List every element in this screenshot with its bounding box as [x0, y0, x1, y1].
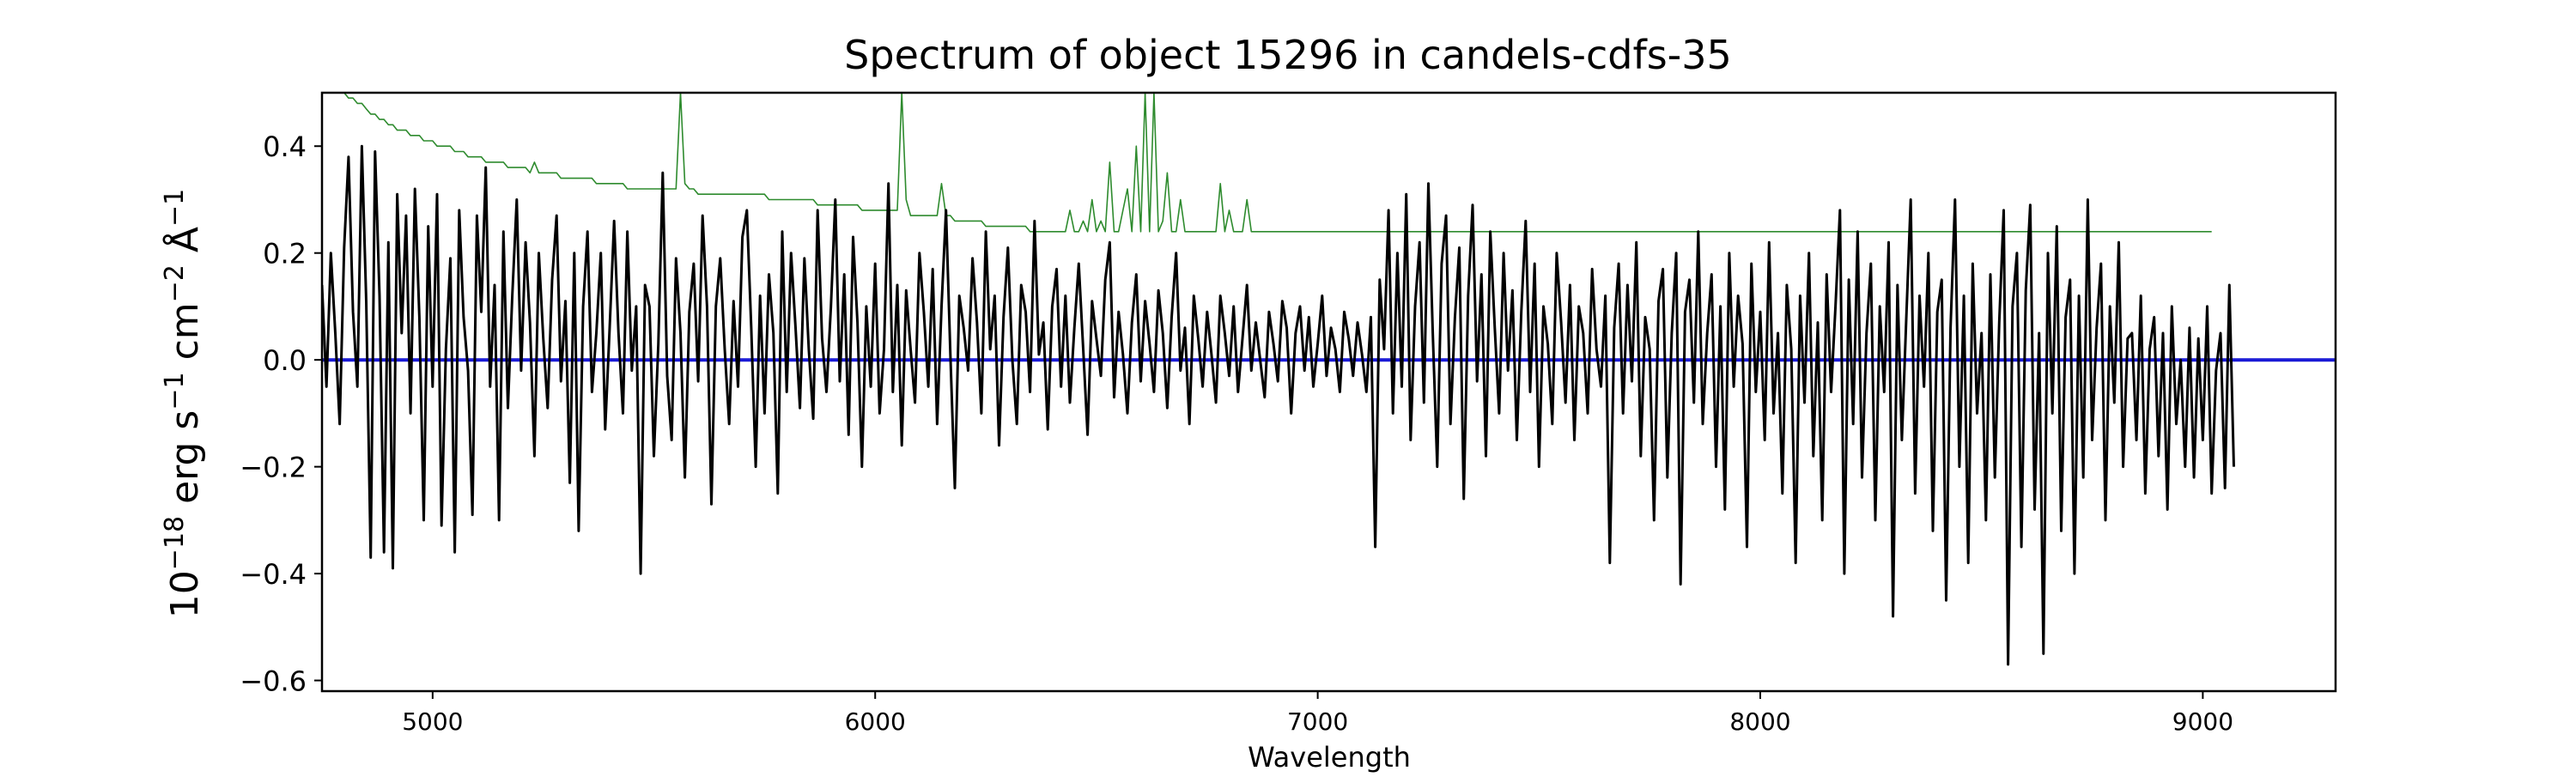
chart-title: Spectrum of object 15296 in candels-cdfs…	[844, 32, 1732, 78]
y-axis-label: 10−18 erg s−1 cm−2 Å−1	[160, 189, 208, 618]
x-tick-label: 6000	[845, 707, 906, 736]
axis-ticks: 5000 6000 7000 8000 9000 0.4 0.2 0.0 −0.2 −0.4 −0.…	[240, 131, 2233, 736]
ylabel-base: 10	[163, 570, 207, 618]
y-tick-label: 0.0	[263, 344, 307, 377]
y-tick-label: 0.4	[263, 131, 307, 163]
ylabel-exp1: −18	[160, 516, 190, 570]
y-tick-label: 0.2	[263, 238, 307, 270]
x-tick-label: 9000	[2172, 707, 2233, 736]
error-series-line	[322, 93, 2212, 233]
ylabel-mid2: cm	[163, 302, 207, 372]
flux-series-line	[322, 144, 2235, 666]
ylabel-exp2: −1	[160, 372, 190, 410]
plot-frame	[320, 91, 2337, 693]
y-tick-label: −0.6	[240, 665, 307, 698]
ylabel-exp3: −2	[160, 264, 190, 302]
ylabel-exp4: −1	[160, 189, 190, 227]
y-tick-label: −0.4	[240, 558, 307, 591]
ylabel-mid1: erg s	[163, 410, 207, 516]
x-tick-label: 5000	[402, 707, 463, 736]
series-layer	[322, 93, 2336, 666]
y-axis-label-text: 10−18 erg s−1 cm−2 Å−1	[160, 189, 208, 618]
x-tick-label: 7000	[1287, 707, 1348, 736]
x-axis-label: Wavelength	[1248, 741, 1411, 773]
x-tick-label: 8000	[1729, 707, 1790, 736]
ylabel-mid3: Å	[161, 227, 207, 264]
y-tick-label: −0.2	[240, 452, 307, 484]
